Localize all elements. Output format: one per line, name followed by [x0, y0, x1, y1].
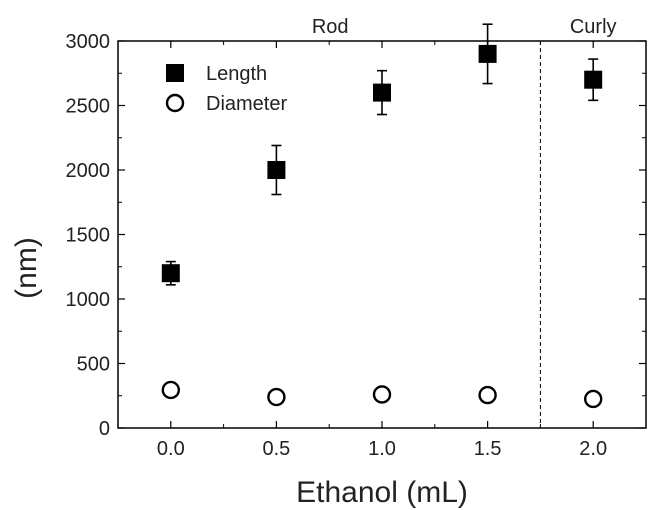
y-tick-label: 1000 — [66, 289, 111, 311]
region-label-curly: Curly — [570, 16, 617, 38]
x-tick-label: 1.0 — [368, 438, 396, 460]
legend-length-marker — [166, 64, 184, 82]
length-point — [161, 264, 180, 283]
region-labels: Rod Curly — [312, 16, 617, 38]
length-point — [478, 44, 497, 63]
diameter-point — [267, 387, 286, 407]
length-point — [584, 70, 603, 89]
legend-diameter-marker — [165, 93, 185, 113]
y-tick-label: 2000 — [66, 160, 111, 182]
region-label-rod: Rod — [312, 16, 349, 38]
legend: Length Diameter — [165, 63, 287, 115]
x-tick-label: 0.5 — [262, 438, 290, 460]
diameter-point — [478, 385, 497, 405]
x-axis-title: Ethanol (mL) — [296, 476, 468, 509]
x-tick-label: 0.0 — [157, 438, 185, 460]
length-point — [373, 83, 391, 102]
y-tick-label: 500 — [77, 354, 110, 376]
y-tick-label: 3000 — [66, 31, 111, 53]
x-tick-label: 1.5 — [474, 438, 502, 460]
diameter-point — [372, 385, 392, 404]
legend-length-label: Length — [206, 63, 267, 85]
diameter-point — [584, 389, 603, 409]
y-tick-label: 0 — [99, 418, 110, 440]
x-tick-label: 2.0 — [579, 438, 607, 460]
axis-ticks: 0 500 1000 1500 2000 2500 3000 0.0 0.5 1.0 1.5 2.0 — [66, 31, 646, 460]
series-layer — [161, 23, 603, 409]
diameter-point — [161, 380, 181, 400]
legend-diameter-label: Diameter — [206, 93, 287, 115]
y-tick-label: 1500 — [66, 225, 111, 247]
y-tick-label: 2500 — [66, 96, 111, 118]
length-point — [267, 161, 286, 179]
y-axis-title: (nm) — [10, 237, 43, 299]
